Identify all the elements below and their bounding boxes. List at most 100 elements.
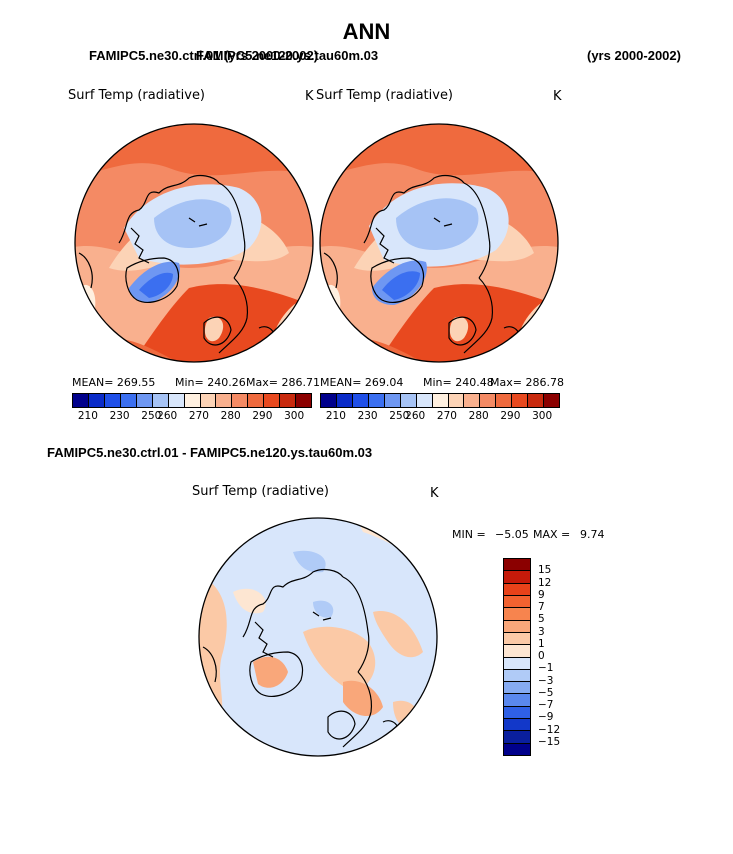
colorbar-tick-label: 15 [538, 564, 552, 577]
colorbar-swatch [504, 595, 530, 609]
diff-max-label: MAX = [533, 528, 571, 541]
colorbar-swatch [512, 394, 529, 407]
diff-min-label: MIN = [452, 528, 486, 541]
colorbar-tick-label: −9 [538, 711, 554, 724]
colorbar-swatch [216, 394, 233, 407]
colorbar-swatch [504, 719, 530, 732]
colorbar-tick-label: −12 [538, 723, 561, 736]
colorbar-tick-label: 260 [157, 410, 178, 422]
colorbar-swatch [248, 394, 265, 407]
colorbar-swatch [504, 731, 530, 744]
colorbar-swatch [464, 394, 481, 407]
colorbar-swatch [384, 394, 401, 407]
difference-header: FAMIPC5.ne30.ctrl.01 - FAMIPC5.ne120.ys.… [47, 445, 373, 460]
colorbar-tick-label: 230 [357, 410, 378, 422]
case-label-left: FAMIPC5.ne30.ctrl.01 (yrs 2000-2002) [89, 48, 319, 63]
colorbar-swatch [480, 394, 497, 407]
colorbar-tick-label: 7 [538, 601, 545, 613]
colorbar-tick-label: 12 [538, 576, 552, 589]
colorbar-tick-label: 5 [538, 613, 545, 626]
colorbar-tick-label: 0 [538, 650, 545, 662]
colorbar-tick-label: 280 [220, 410, 241, 422]
colorbar-swatch [352, 394, 369, 407]
colorbar-tick-label: −3 [538, 674, 554, 687]
colorbar-tick-label: 300 [284, 410, 305, 422]
colorbar-swatch [496, 394, 513, 407]
colorbar-swatch [528, 394, 545, 407]
case-label-right: (yrs 2000-2002) [587, 48, 681, 63]
panel1-max: Max= 286.71 [246, 376, 320, 389]
colorbar-tick-label: 3 [538, 625, 545, 638]
panel2-units: K [553, 89, 562, 104]
colorbar-tick-label: 250 [389, 410, 410, 422]
colorbar-swatch [504, 571, 530, 584]
colorbar-swatch [296, 394, 312, 407]
panel2-mean: MEAN= 269.04 [320, 376, 404, 389]
colorbar-tick-label: 260 [405, 410, 426, 422]
case-label-overlap: FAMIPC5.ne120.ys.tau60m.03 [196, 48, 379, 63]
colorbar-swatch [504, 743, 530, 755]
panel1-mean: MEAN= 269.55 [72, 376, 156, 389]
colorbar-swatch [120, 394, 137, 407]
colorbar-tick-label: −5 [538, 686, 554, 699]
colorbar-tick-label: 280 [468, 410, 489, 422]
colorbar-swatch [152, 394, 169, 407]
colorbar-swatch [504, 669, 530, 683]
colorbar-swatch [416, 394, 433, 407]
colorbar-swatch [504, 694, 530, 707]
colorbar-swatch [200, 394, 217, 407]
colorbar-tick-label: 210 [325, 410, 346, 422]
colorbar-tick-label: 1 [538, 637, 545, 650]
page-title: ANN [342, 19, 391, 44]
colorbar-swatch [448, 394, 465, 407]
colorbar-swatch [321, 394, 337, 407]
colorbar-tick-label: 270 [436, 410, 457, 422]
difference-polar-map [198, 517, 438, 757]
colorbar-swatch [504, 583, 530, 596]
colorbar-tick-label: 210 [77, 410, 98, 422]
diff-min-value: −5.05 [495, 528, 529, 541]
colorbar-tick-label: 250 [141, 410, 162, 422]
colorbar-swatch [280, 394, 297, 407]
colorbar-swatch [504, 559, 530, 572]
colorbar-tick-label: 9 [538, 588, 545, 601]
colorbar-swatch [136, 394, 153, 407]
panel2-max: Max= 286.78 [490, 376, 564, 389]
panel2-polar-map [319, 123, 559, 363]
colorbar-swatch [504, 620, 530, 633]
panel3-units: K [430, 486, 439, 501]
colorbar-tick-label: 290 [500, 410, 521, 422]
panel2-variable: Surf Temp (radiative) [316, 88, 454, 103]
colorbar-tick-label: −7 [538, 699, 554, 711]
colorbar-swatch [504, 608, 530, 621]
colorbar-swatch [264, 394, 281, 407]
colorbar-swatch [504, 632, 530, 646]
diff-max-value: 9.74 [580, 528, 605, 541]
panel2-colorbar [320, 393, 560, 408]
colorbar-swatch [504, 706, 530, 720]
panel1-min: Min= 240.26 [175, 376, 246, 389]
colorbar-swatch [104, 394, 121, 407]
colorbar-swatch [504, 645, 530, 658]
colorbar-swatch [368, 394, 385, 407]
colorbar-swatch [88, 394, 105, 407]
colorbar-swatch [73, 394, 89, 407]
colorbar-swatch [184, 394, 201, 407]
panel1-units: K [305, 89, 314, 104]
panel1-polar-map [74, 123, 314, 363]
colorbar-tick-label: 290 [252, 410, 273, 422]
colorbar-swatch [432, 394, 449, 407]
panel3-variable: Surf Temp (radiative) [192, 484, 330, 499]
colorbar-swatch [544, 394, 560, 407]
colorbar-swatch [504, 657, 530, 670]
panel2-min: Min= 240.48 [423, 376, 494, 389]
colorbar-swatch [336, 394, 353, 407]
difference-colorbar [503, 558, 531, 756]
colorbar-tick-label: 300 [532, 410, 553, 422]
colorbar-tick-label: −15 [538, 735, 561, 748]
panel1-colorbar [72, 393, 312, 408]
colorbar-tick-label: 270 [188, 410, 209, 422]
colorbar-swatch [504, 682, 530, 695]
colorbar-swatch [168, 394, 185, 407]
colorbar-swatch [400, 394, 417, 407]
